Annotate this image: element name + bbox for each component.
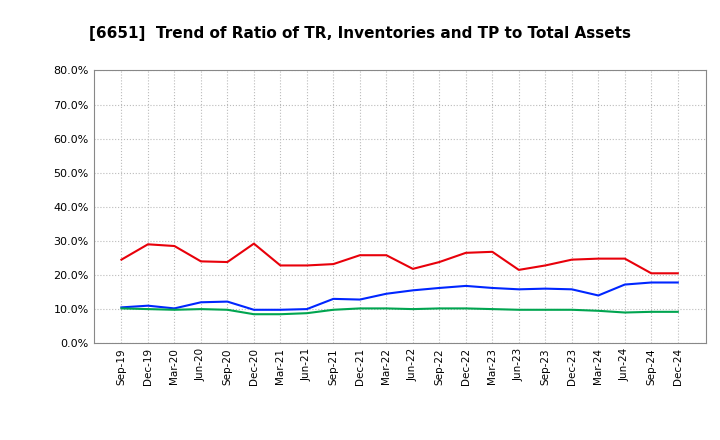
Trade Payables — [356, 306, 364, 311]
Trade Payables — [117, 306, 126, 311]
Trade Receivables — [117, 257, 126, 262]
Trade Receivables — [382, 253, 391, 258]
Trade Receivables — [408, 266, 417, 271]
Trade Payables — [250, 312, 258, 317]
Inventories — [621, 282, 629, 287]
Trade Payables — [329, 307, 338, 312]
Trade Payables — [435, 306, 444, 311]
Inventories — [435, 285, 444, 290]
Trade Payables — [621, 310, 629, 315]
Trade Receivables — [143, 242, 152, 247]
Line: Trade Payables: Trade Payables — [122, 308, 678, 314]
Trade Payables — [594, 308, 603, 313]
Inventories — [462, 283, 470, 289]
Trade Receivables — [302, 263, 311, 268]
Inventories — [567, 287, 576, 292]
Inventories — [541, 286, 549, 291]
Trade Receivables — [515, 267, 523, 272]
Trade Payables — [541, 307, 549, 312]
Inventories — [408, 288, 417, 293]
Inventories — [170, 306, 179, 311]
Trade Payables — [302, 311, 311, 316]
Text: [6651]  Trend of Ratio of TR, Inventories and TP to Total Assets: [6651] Trend of Ratio of TR, Inventories… — [89, 26, 631, 41]
Inventories — [223, 299, 232, 304]
Trade Payables — [276, 312, 284, 317]
Trade Receivables — [567, 257, 576, 262]
Inventories — [250, 307, 258, 312]
Trade Receivables — [647, 271, 656, 276]
Trade Receivables — [329, 261, 338, 267]
Trade Payables — [408, 306, 417, 312]
Inventories — [117, 305, 126, 310]
Trade Payables — [515, 307, 523, 312]
Inventories — [673, 280, 682, 285]
Inventories — [647, 280, 656, 285]
Trade Payables — [223, 307, 232, 312]
Trade Receivables — [462, 250, 470, 256]
Trade Receivables — [276, 263, 284, 268]
Trade Receivables — [621, 256, 629, 261]
Trade Receivables — [435, 260, 444, 265]
Trade Payables — [488, 306, 497, 312]
Trade Payables — [382, 306, 391, 311]
Inventories — [143, 303, 152, 308]
Trade Receivables — [594, 256, 603, 261]
Inventories — [329, 296, 338, 301]
Inventories — [594, 293, 603, 298]
Inventories — [488, 285, 497, 290]
Trade Receivables — [673, 271, 682, 276]
Trade Receivables — [541, 263, 549, 268]
Trade Receivables — [223, 260, 232, 265]
Trade Receivables — [250, 241, 258, 246]
Trade Receivables — [356, 253, 364, 258]
Trade Payables — [143, 306, 152, 312]
Trade Receivables — [197, 259, 205, 264]
Trade Payables — [170, 307, 179, 312]
Inventories — [515, 287, 523, 292]
Inventories — [276, 307, 284, 312]
Line: Inventories: Inventories — [122, 282, 678, 310]
Trade Payables — [567, 307, 576, 312]
Trade Receivables — [170, 243, 179, 249]
Trade Payables — [647, 309, 656, 315]
Line: Trade Receivables: Trade Receivables — [122, 244, 678, 273]
Trade Receivables — [488, 249, 497, 254]
Trade Payables — [462, 306, 470, 311]
Trade Payables — [197, 306, 205, 312]
Inventories — [382, 291, 391, 297]
Trade Payables — [673, 309, 682, 315]
Inventories — [302, 306, 311, 312]
Inventories — [356, 297, 364, 302]
Inventories — [197, 300, 205, 305]
